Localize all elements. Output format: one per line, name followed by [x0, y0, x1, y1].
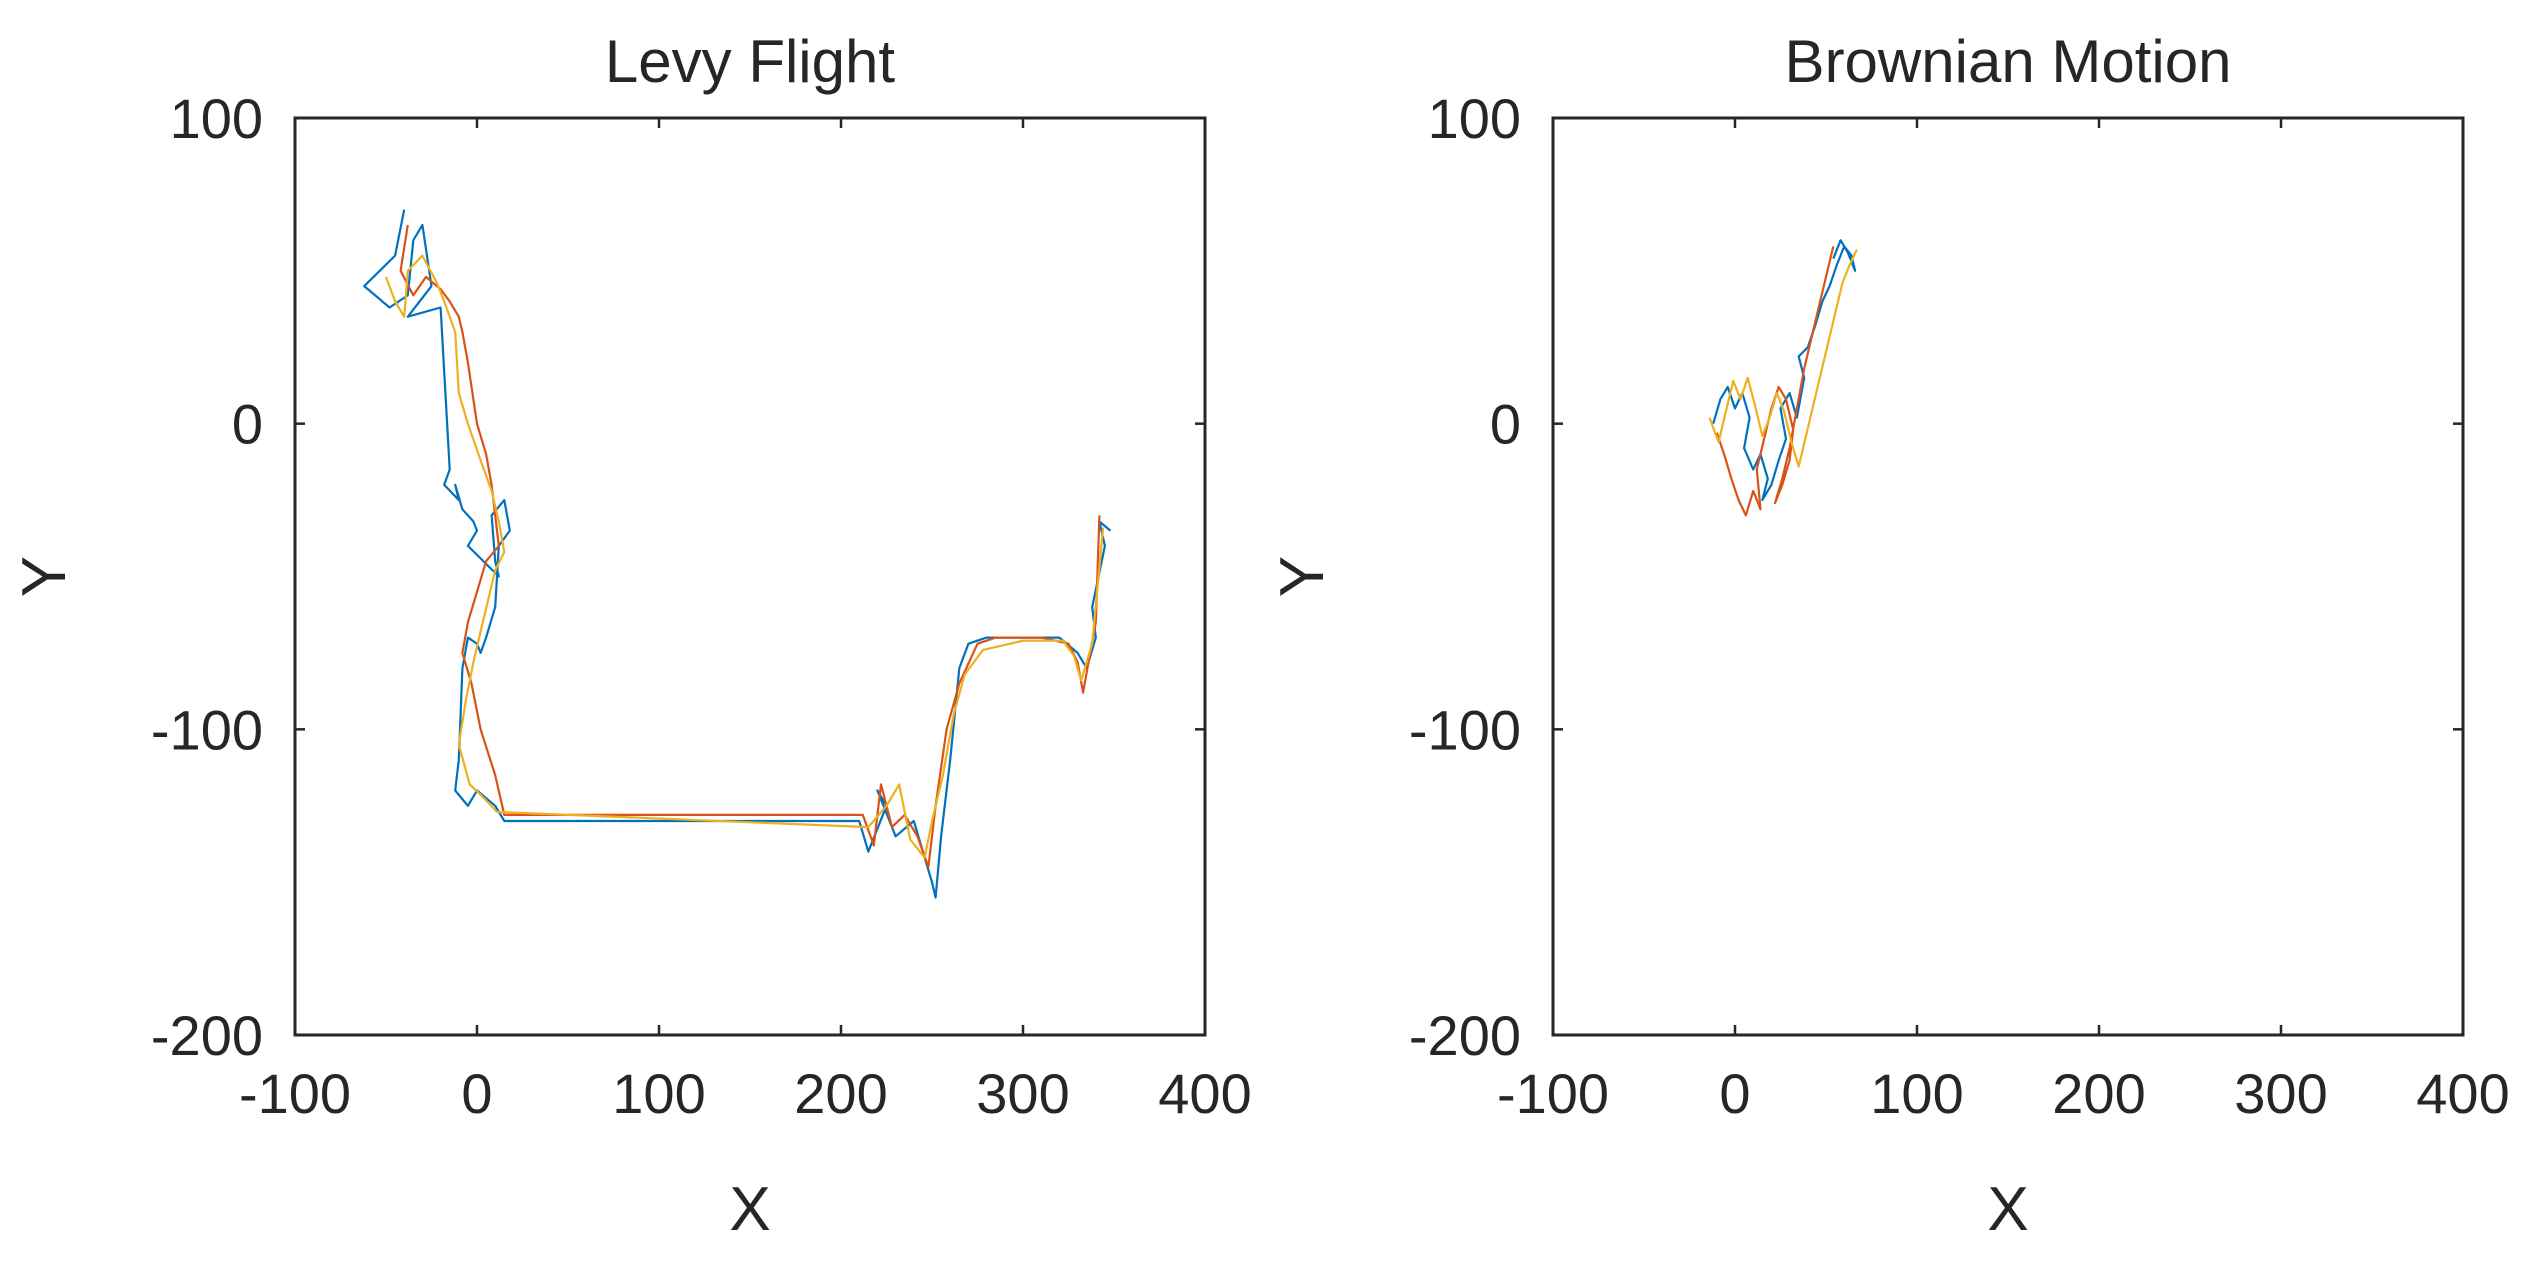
y-tick-label: 100	[170, 87, 263, 150]
x-tick-label: -100	[239, 1062, 351, 1125]
x-tick-label: -100	[1497, 1062, 1609, 1125]
x-tick-label: 0	[461, 1062, 492, 1125]
y-axis-label: Y	[10, 556, 79, 597]
y-tick-label: -100	[151, 698, 263, 761]
series-line-3	[384, 254, 1105, 859]
x-tick-label: 400	[2416, 1062, 2509, 1125]
x-tick-label: 300	[2234, 1062, 2327, 1125]
x-tick-label: 100	[612, 1062, 705, 1125]
x-tick-label: 0	[1719, 1062, 1750, 1125]
y-axis-label: Y	[1268, 556, 1337, 597]
x-tick-label: 300	[976, 1062, 1069, 1125]
x-tick-label: 200	[794, 1062, 887, 1125]
series-line-1	[363, 209, 1112, 899]
series-line-3	[1708, 248, 1858, 468]
series-line-2	[1715, 246, 1835, 517]
x-tick-label: 100	[1870, 1062, 1963, 1125]
plot-area	[293, 116, 1207, 1037]
series-line-1	[1712, 239, 1857, 502]
plot-area	[1551, 116, 2465, 1037]
series-line-2	[399, 224, 1101, 869]
x-axis-label: X	[1987, 1175, 2028, 1244]
y-tick-label: -200	[151, 1004, 263, 1067]
y-tick-label: 0	[1490, 393, 1521, 456]
y-tick-label: 0	[232, 393, 263, 456]
y-tick-label: 100	[1428, 87, 1521, 150]
chart-title: Levy Flight	[605, 28, 895, 95]
chart-title: Brownian Motion	[1785, 28, 2232, 95]
y-tick-label: -200	[1409, 1004, 1521, 1067]
y-tick-label: -100	[1409, 698, 1521, 761]
x-tick-label: 200	[2052, 1062, 2145, 1125]
x-tick-label: 400	[1158, 1062, 1251, 1125]
x-axis-label: X	[729, 1175, 770, 1244]
